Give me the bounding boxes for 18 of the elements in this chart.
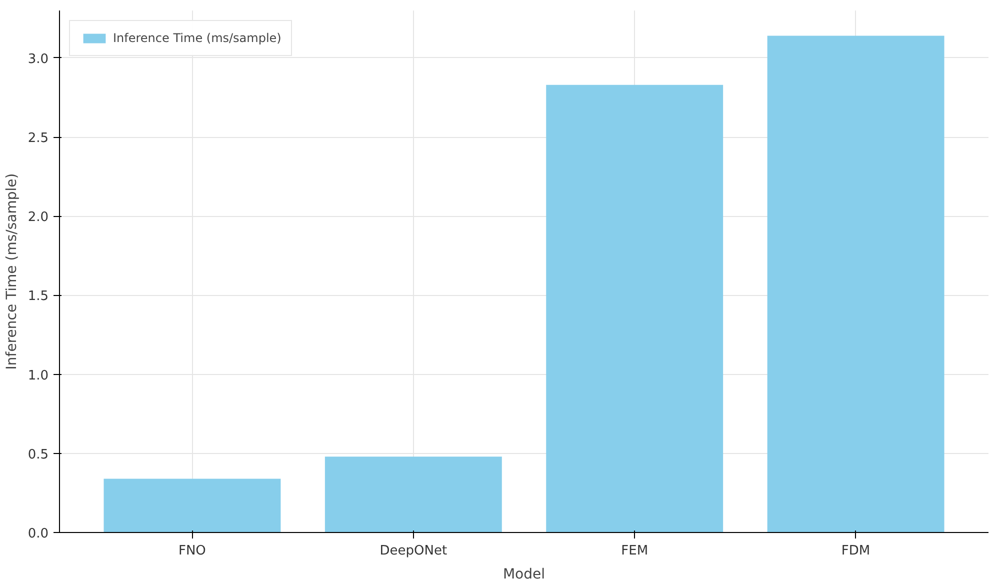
- bar: [767, 36, 944, 532]
- x-tick-label: FNO: [178, 544, 206, 558]
- x-tick-label: FDM: [841, 544, 870, 558]
- y-tick-label: 1.0: [28, 368, 49, 384]
- y-axis-title: Inference Time (ms/sample): [4, 173, 20, 370]
- y-tick-label: 1.5: [28, 289, 49, 304]
- y-tick-label: 2.5: [28, 131, 49, 146]
- y-tick-label: 0.0: [28, 526, 49, 542]
- legend-label: Inference Time (ms/sample): [113, 31, 282, 45]
- bar: [546, 84, 724, 532]
- y-tick-label: 0.5: [28, 447, 49, 462]
- x-axis-title: Model: [502, 566, 546, 582]
- x-tick-label: DeepONet: [380, 544, 448, 558]
- y-tick-label: 3.0: [28, 52, 49, 67]
- bar: [104, 478, 281, 532]
- bar: [324, 456, 502, 532]
- y-tick-label: 2.0: [28, 210, 49, 226]
- x-tick-label: FEM: [621, 544, 648, 558]
